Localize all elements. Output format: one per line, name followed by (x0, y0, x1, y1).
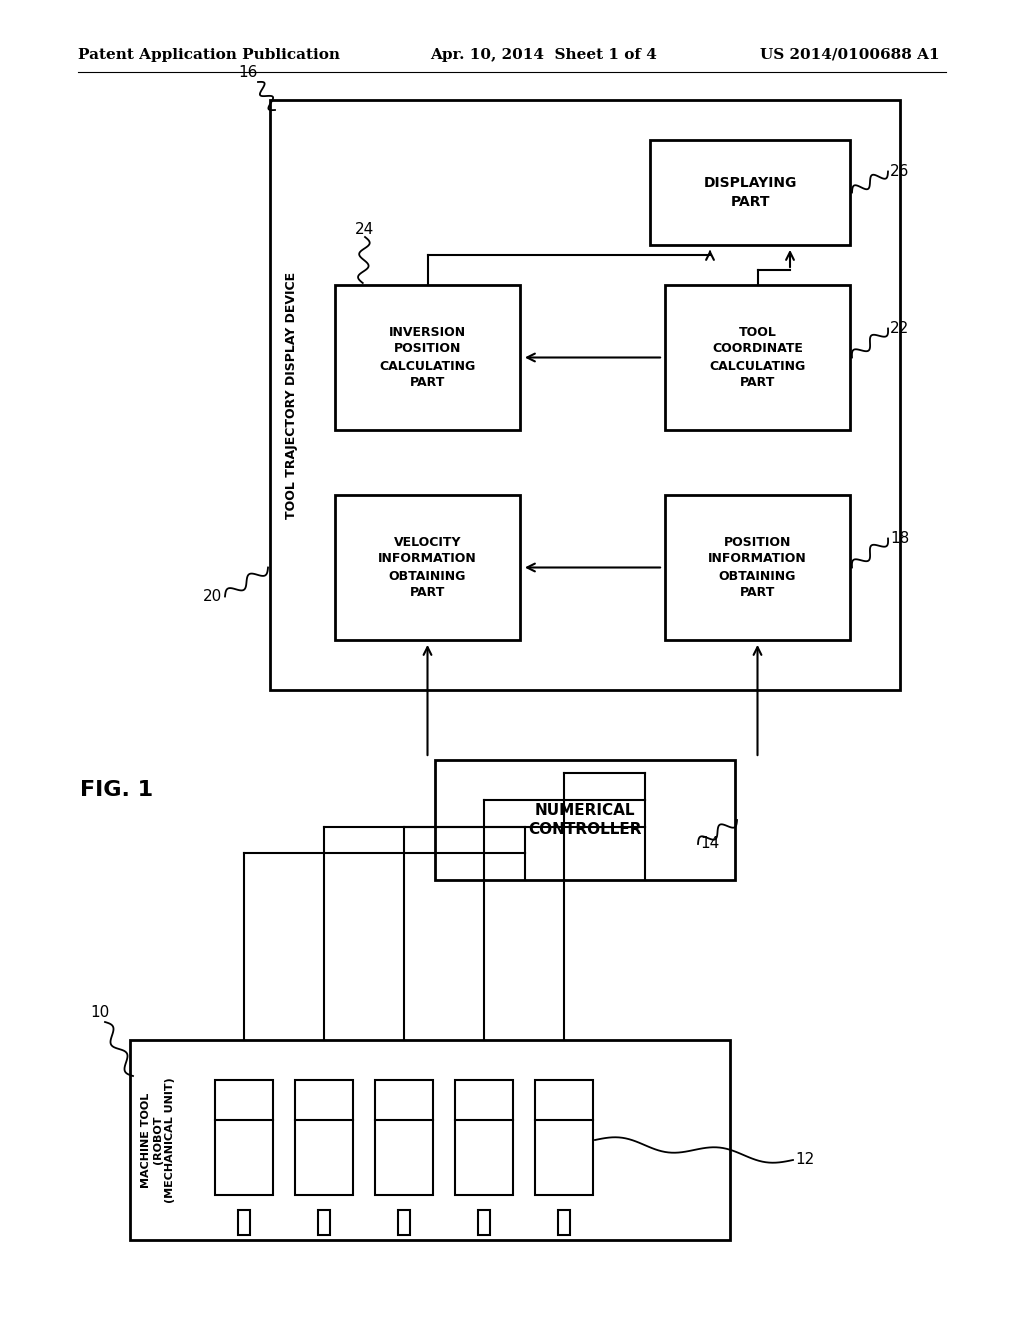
Text: US 2014/0100688 A1: US 2014/0100688 A1 (760, 48, 940, 62)
Text: 12: 12 (795, 1152, 814, 1167)
Bar (238, 1210, 250, 1236)
Text: FIG. 1: FIG. 1 (80, 780, 154, 800)
Bar (335, 285, 520, 430)
Text: VELOCITY
INFORMATION
OBTAINING
PART: VELOCITY INFORMATION OBTAINING PART (378, 536, 477, 599)
Text: 26: 26 (890, 164, 909, 180)
Text: NUMERICAL
CONTROLLER: NUMERICAL CONTROLLER (528, 803, 642, 837)
Text: 14: 14 (700, 837, 719, 851)
Text: 22: 22 (890, 321, 909, 337)
Bar (215, 1080, 273, 1195)
Text: 18: 18 (890, 531, 909, 546)
Bar (665, 285, 850, 430)
Text: DISPLAYING
PART: DISPLAYING PART (703, 177, 797, 209)
Text: INVERSION
POSITION
CALCULATING
PART: INVERSION POSITION CALCULATING PART (379, 326, 475, 389)
Bar (398, 1210, 410, 1236)
Text: MACHINE TOOL
(ROBOT
(MECHANICAL UNIT): MACHINE TOOL (ROBOT (MECHANICAL UNIT) (141, 1077, 175, 1203)
Bar (665, 495, 850, 640)
Bar (535, 1080, 593, 1195)
Bar (375, 1080, 433, 1195)
Bar (650, 140, 850, 246)
Text: 16: 16 (239, 65, 258, 81)
Bar (435, 760, 735, 880)
Text: TOOL TRAJECTORY DISPLAY DEVICE: TOOL TRAJECTORY DISPLAY DEVICE (286, 272, 299, 519)
Text: Patent Application Publication: Patent Application Publication (78, 48, 340, 62)
Text: 20: 20 (203, 589, 222, 605)
Bar (318, 1210, 330, 1236)
Text: TOOL
COORDINATE
CALCULATING
PART: TOOL COORDINATE CALCULATING PART (710, 326, 806, 389)
Bar (478, 1210, 490, 1236)
Bar (130, 1040, 730, 1239)
Bar (335, 495, 520, 640)
Text: 24: 24 (355, 223, 374, 238)
Text: 10: 10 (90, 1005, 110, 1020)
Bar (455, 1080, 513, 1195)
Text: Apr. 10, 2014  Sheet 1 of 4: Apr. 10, 2014 Sheet 1 of 4 (430, 48, 656, 62)
Bar (270, 100, 900, 690)
Text: POSITION
INFORMATION
OBTAINING
PART: POSITION INFORMATION OBTAINING PART (709, 536, 807, 599)
Bar (295, 1080, 353, 1195)
Bar (558, 1210, 570, 1236)
